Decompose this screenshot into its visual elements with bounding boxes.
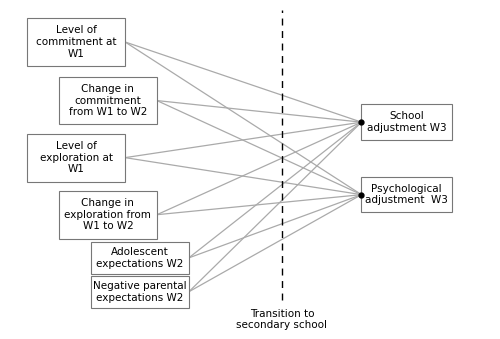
FancyBboxPatch shape — [27, 18, 125, 66]
FancyBboxPatch shape — [91, 276, 189, 308]
Text: Change in
commitment
from W1 to W2: Change in commitment from W1 to W2 — [68, 84, 147, 117]
Text: Level of
commitment at
W1: Level of commitment at W1 — [36, 25, 117, 59]
Text: Negative parental
expectations W2: Negative parental expectations W2 — [93, 281, 186, 303]
Text: Psychological
adjustment  W3: Psychological adjustment W3 — [366, 184, 448, 205]
FancyBboxPatch shape — [59, 191, 157, 239]
Text: Change in
exploration from
W1 to W2: Change in exploration from W1 to W2 — [64, 198, 152, 231]
Text: Adolescent
expectations W2: Adolescent expectations W2 — [96, 247, 184, 269]
Text: Transition to
secondary school: Transition to secondary school — [236, 309, 328, 331]
FancyBboxPatch shape — [362, 104, 452, 140]
Text: Level of
exploration at
W1: Level of exploration at W1 — [40, 141, 113, 174]
Text: School
adjustment W3: School adjustment W3 — [367, 111, 446, 133]
FancyBboxPatch shape — [91, 242, 189, 274]
FancyBboxPatch shape — [59, 77, 157, 124]
FancyBboxPatch shape — [362, 177, 452, 213]
FancyBboxPatch shape — [27, 134, 125, 182]
